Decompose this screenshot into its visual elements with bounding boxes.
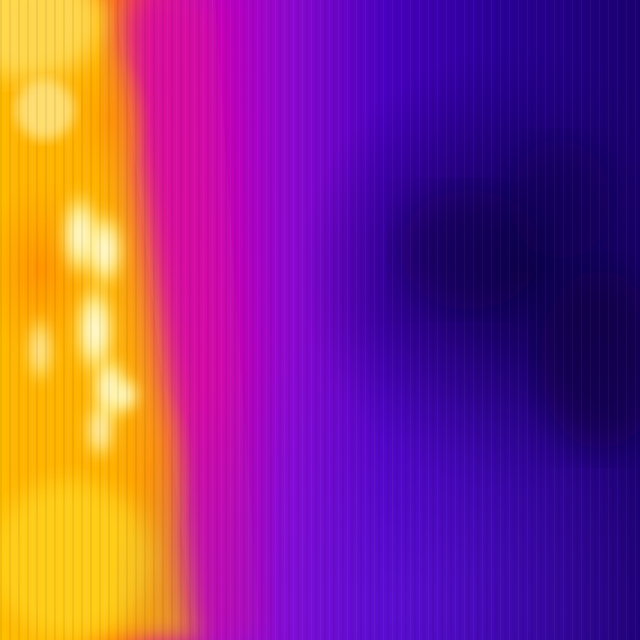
thermal-image-frame (0, 0, 640, 640)
sensor-stripe-texture (0, 0, 640, 640)
thermal-image (0, 0, 640, 640)
